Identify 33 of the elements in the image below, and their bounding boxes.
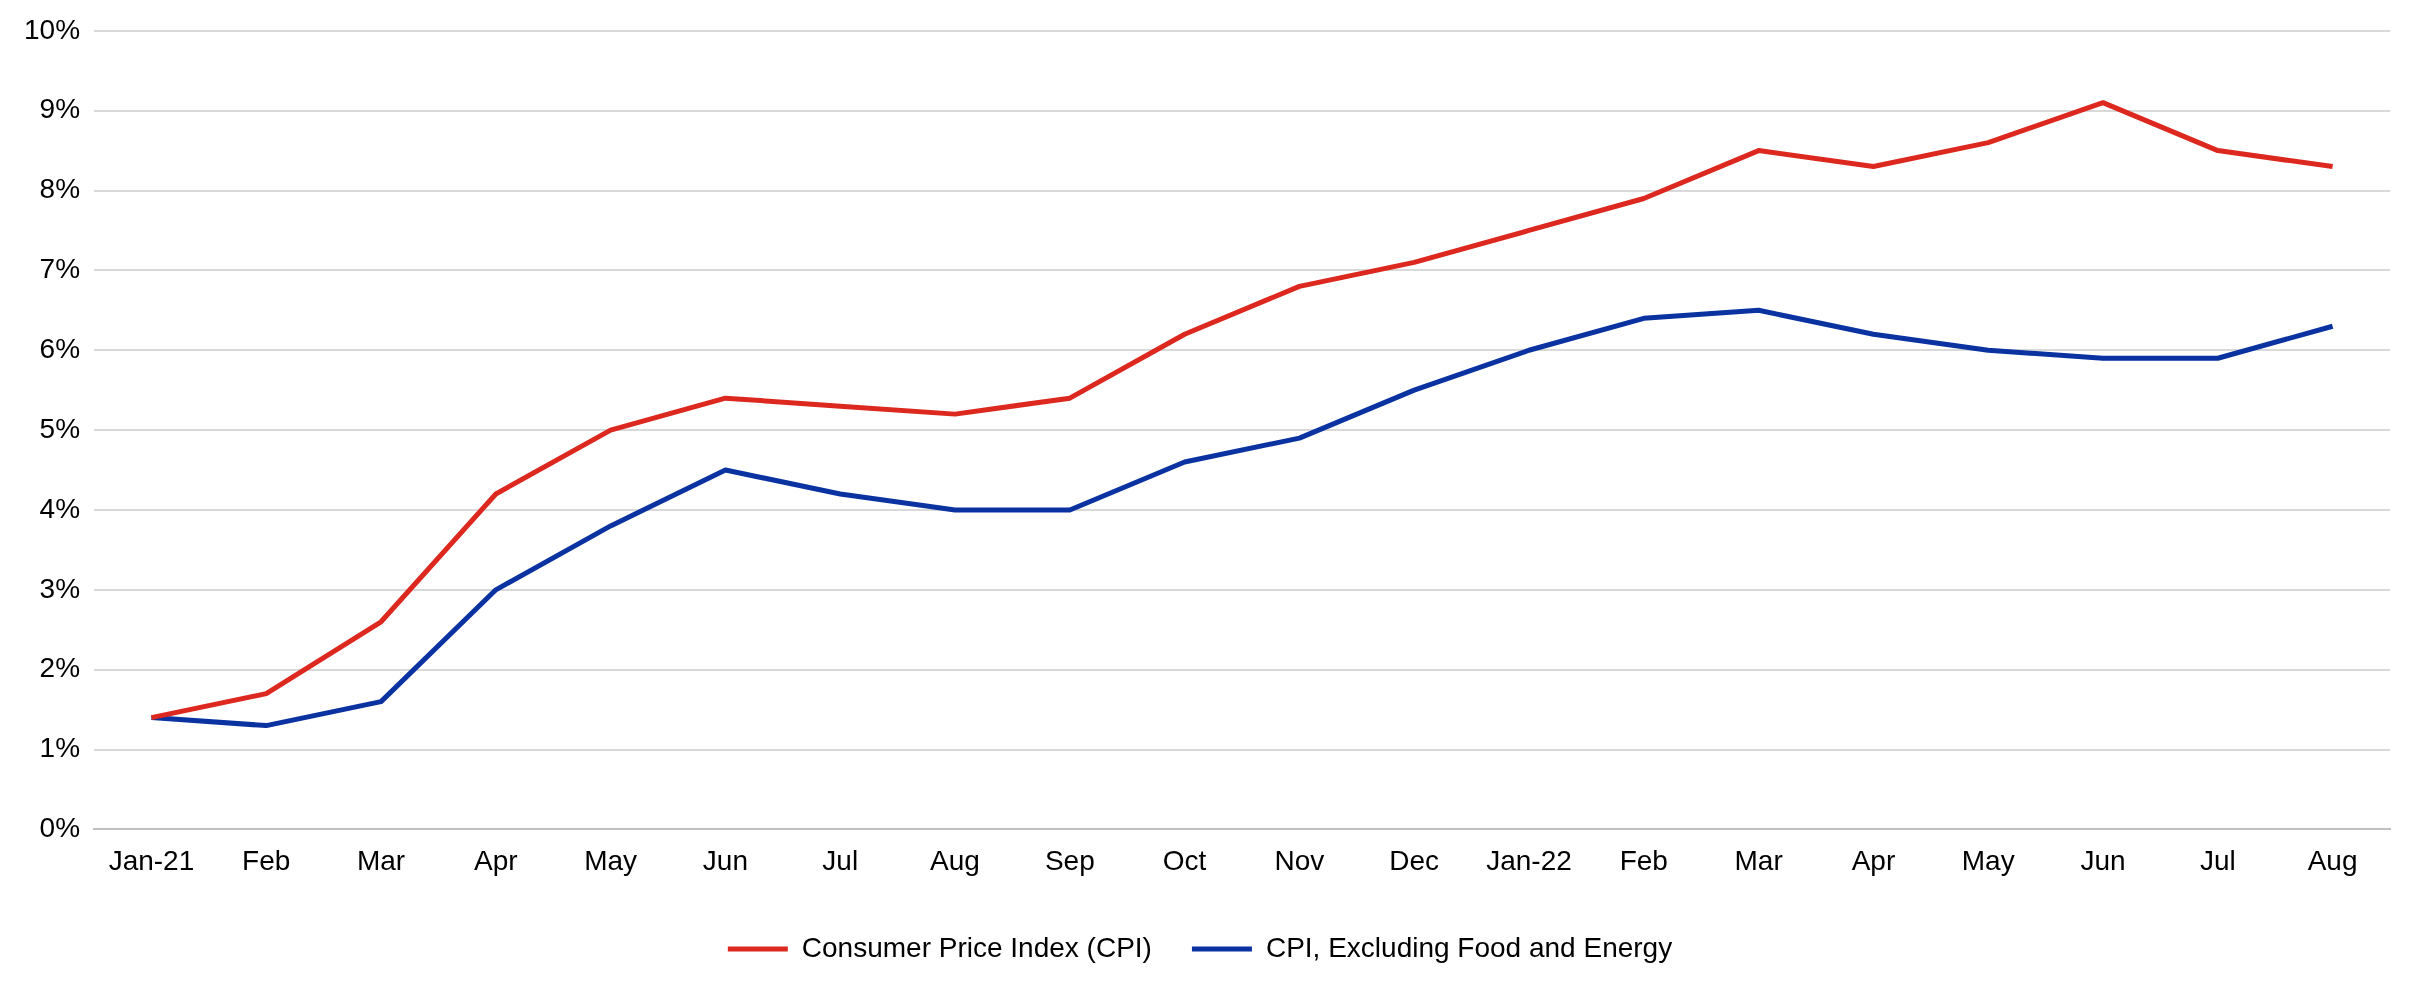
x-tick-label: May [584,844,638,876]
x-tick-label: Apr [474,844,518,876]
y-tick-label: 1% [39,732,81,764]
y-tick-label: 2% [39,652,81,684]
y-tick-label: 3% [39,572,81,604]
x-tick-label: Jun [2080,844,2126,876]
x-tick-label: Jun [702,844,749,876]
y-tick-label: 9% [39,93,81,125]
x-tick-label: May [1961,844,2015,876]
y-tick-label: 5% [39,412,81,444]
x-tick-label: Feb [242,844,291,876]
x-tick-label: Apr [1851,844,1896,876]
x-tick-label: Mar [356,844,406,876]
x-tick-label: Jan-21 [108,844,195,876]
x-tick-label: Feb [1619,844,1668,876]
x-tick-label: Sep [1044,844,1095,876]
x-tick-label: Aug [930,844,980,876]
x-tick-label: Nov [1274,844,1325,876]
x-tick-label: Jan-22 [1486,844,1572,876]
y-tick-label: 7% [39,253,81,285]
x-tick-label: Dec [1389,844,1440,876]
y-tick-label: 8% [39,173,81,205]
y-tick-label: 10% [23,13,81,45]
x-tick-label: Oct [1162,844,1207,876]
y-tick-label: 0% [39,812,81,844]
x-tick-label: Jul [822,844,859,876]
x-tick-label: Jul [2199,844,2236,876]
legend-label: Consumer Price Index (CPI) [801,931,1152,963]
x-tick-label: Aug [2307,844,2358,876]
y-tick-label: 4% [39,492,81,524]
x-tick-label: Mar [1734,844,1783,876]
y-tick-label: 6% [39,332,81,364]
legend-label: CPI, Excluding Food and Energy [1265,931,1673,963]
